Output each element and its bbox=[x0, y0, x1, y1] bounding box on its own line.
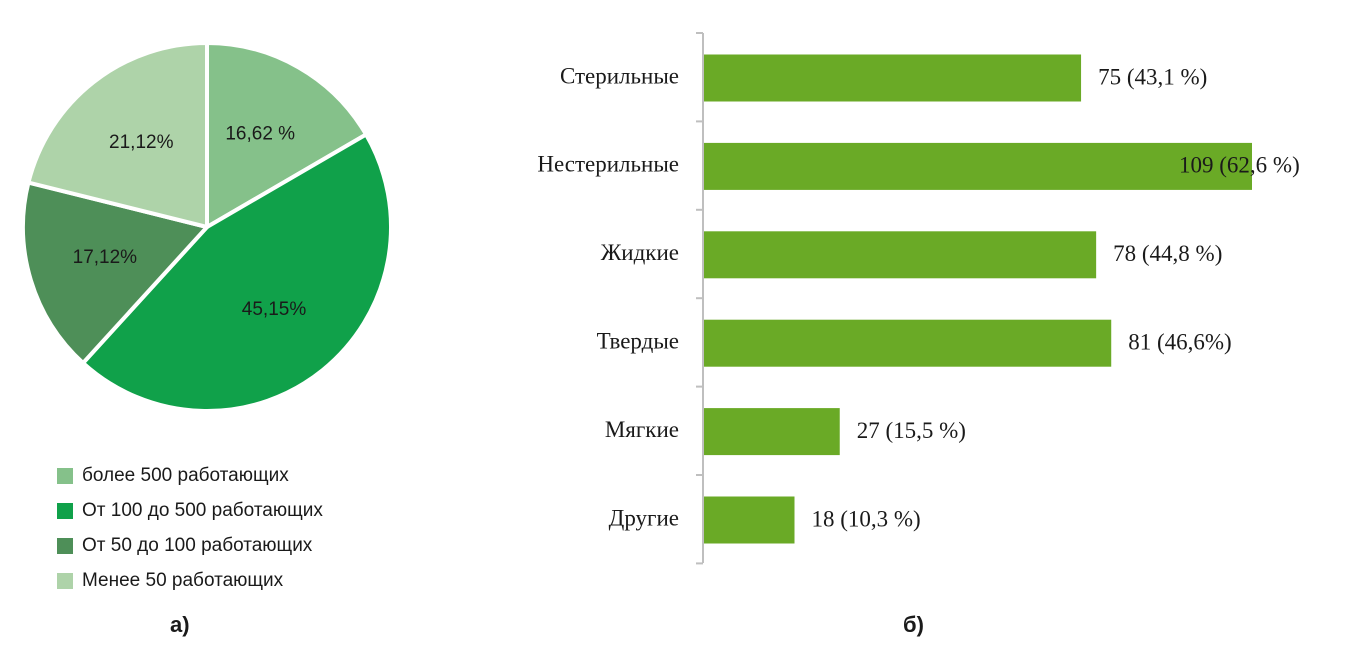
category-label: Нестерильные bbox=[537, 152, 679, 177]
category-label: Твердые bbox=[597, 328, 679, 353]
category-label: Стерильные bbox=[560, 63, 679, 88]
legend-label: От 50 до 100 работающих bbox=[82, 534, 313, 556]
legend-swatch bbox=[57, 502, 73, 519]
panel-label-a: а) bbox=[170, 612, 190, 637]
legend-label: От 100 до 500 работающих bbox=[82, 499, 323, 521]
pie-slice-label: 16,62 % bbox=[225, 124, 295, 145]
legend-item: Менее 50 работающих bbox=[57, 563, 323, 598]
bar bbox=[704, 408, 840, 456]
category-label: Другие bbox=[609, 505, 679, 530]
bar-data-label: 81 (46,6%) bbox=[1128, 329, 1231, 354]
pie-slice bbox=[81, 132, 393, 413]
bar bbox=[704, 319, 1112, 367]
bar-data-label: 27 (15,5 %) bbox=[857, 418, 966, 443]
bar-data-label: 75 (43,1 %) bbox=[1098, 64, 1207, 89]
bar bbox=[704, 496, 795, 544]
pie-slice-label: 17,12% bbox=[73, 247, 138, 268]
category-label: Мягкие bbox=[605, 417, 679, 442]
pie-slice bbox=[21, 180, 209, 365]
panel-label-b: б) bbox=[903, 612, 924, 637]
bar-data-label: 109 (62,6 %) bbox=[1179, 153, 1300, 178]
pie-slice bbox=[205, 41, 369, 229]
pie-slice-label: 21,12% bbox=[109, 132, 174, 153]
pie-chart: 16,62 % 45,15% 17,12% 21,12% bbox=[21, 41, 393, 413]
legend-swatch bbox=[57, 572, 73, 589]
bar-chart: Стерильные 75 (43,1 %) Нестерильные 109 (62… bbox=[537, 32, 1300, 565]
bar-data-label: 78 (44,8 %) bbox=[1113, 241, 1222, 266]
pie-legend: более 500 работающих От 100 до 500 работ… bbox=[57, 458, 323, 598]
legend-item: От 50 до 100 работающих bbox=[57, 528, 323, 563]
pie-slice bbox=[26, 41, 209, 229]
category-label: Жидкие bbox=[601, 240, 679, 265]
legend-item: От 100 до 500 работающих bbox=[57, 493, 323, 528]
bar bbox=[704, 231, 1097, 279]
bar-data-label: 18 (10,3 %) bbox=[811, 506, 920, 531]
legend-item: более 500 работающих bbox=[57, 458, 323, 493]
legend-swatch bbox=[57, 537, 73, 554]
pie-slice-label: 45,15% bbox=[242, 299, 307, 320]
legend-label: Менее 50 работающих bbox=[82, 569, 284, 591]
legend-label: более 500 работающих bbox=[82, 464, 289, 486]
legend-swatch bbox=[57, 467, 73, 484]
bar bbox=[704, 54, 1082, 102]
bar bbox=[704, 142, 1252, 190]
